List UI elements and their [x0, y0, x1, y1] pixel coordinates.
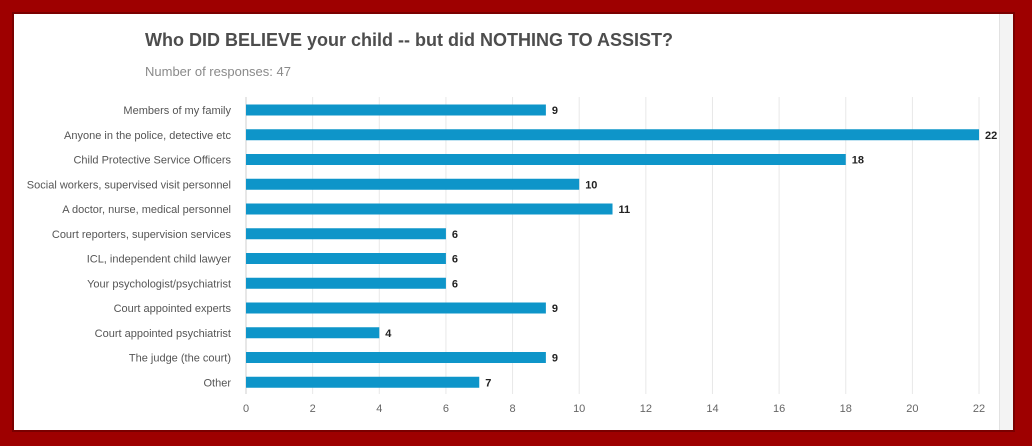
x-tick-label: 22 — [973, 403, 985, 415]
value-label: 6 — [452, 229, 458, 241]
bar — [246, 129, 980, 141]
category-label: A doctor, nurse, medical personnel — [62, 204, 231, 216]
bar — [246, 104, 546, 116]
x-tick-label: 0 — [243, 403, 249, 415]
category-label: Child Protective Service Officers — [73, 155, 231, 167]
x-tick-label: 2 — [310, 403, 316, 415]
bar — [246, 228, 446, 240]
value-label: 18 — [852, 155, 864, 167]
category-label: Members of my family — [123, 105, 231, 117]
x-tick-label: 12 — [640, 403, 652, 415]
category-label: Other — [203, 377, 231, 389]
response-count: Number of responses: 47 — [145, 64, 291, 79]
x-tick-label: 4 — [376, 403, 382, 415]
value-label: 9 — [552, 353, 558, 365]
chart-panel: Who DID BELIEVE your child -- but did NO… — [12, 12, 1015, 432]
category-label: Court appointed psychiatrist — [95, 328, 231, 340]
bar — [246, 253, 446, 264]
category-label: Court reporters, supervision services — [52, 229, 232, 241]
value-label: 4 — [385, 328, 392, 340]
bar — [246, 327, 380, 339]
bar-chart: 0 2 4 6 8 10 12 14 16 18 20 22 Members of my family 9… — [27, 97, 997, 415]
x-tick-label: 14 — [706, 403, 718, 415]
x-tick-label: 10 — [573, 403, 585, 415]
value-label: 10 — [585, 179, 597, 191]
bar — [246, 277, 446, 289]
value-label: 9 — [552, 105, 558, 117]
category-label: Anyone in the police, detective etc — [64, 130, 231, 142]
bar — [246, 154, 846, 165]
value-label: 11 — [619, 204, 631, 216]
category-label: ICL, independent child lawyer — [87, 254, 232, 266]
category-label: Your psychologist/psychiatrist — [87, 278, 231, 290]
x-tick-label: 18 — [840, 403, 852, 415]
value-label: 9 — [552, 303, 558, 315]
x-tick-label: 16 — [773, 403, 785, 415]
category-label: Social workers, supervised visit personn… — [27, 179, 231, 191]
x-tick-label: 20 — [906, 403, 918, 415]
x-tick-label: 6 — [443, 403, 449, 415]
bar — [246, 352, 546, 363]
value-label: 22 — [985, 130, 997, 142]
scrollbar[interactable] — [999, 14, 1013, 430]
chart-title: Who DID BELIEVE your child -- but did NO… — [145, 30, 673, 50]
x-tick-label: 8 — [509, 403, 515, 415]
bar — [246, 302, 546, 314]
category-label: Court appointed experts — [114, 303, 232, 315]
value-label: 6 — [452, 254, 458, 266]
bar — [246, 203, 613, 215]
value-label: 6 — [452, 278, 458, 290]
value-label: 7 — [485, 377, 491, 389]
bar — [246, 178, 580, 190]
bar — [246, 376, 480, 388]
category-label: The judge (the court) — [129, 353, 231, 365]
